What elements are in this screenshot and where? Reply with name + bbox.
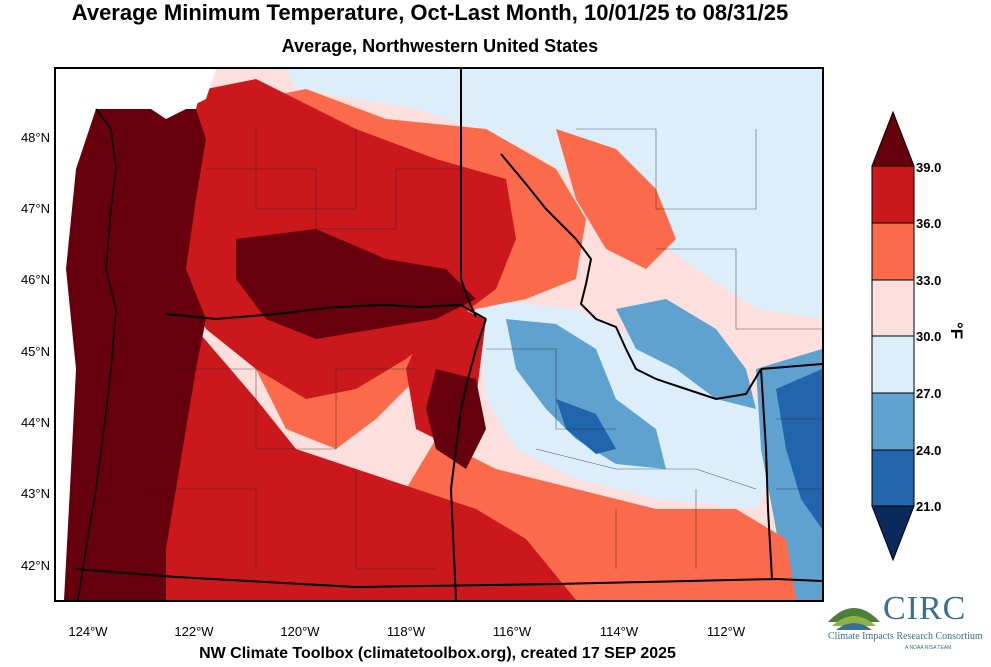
logo-subtitle: Climate Impacts Research Consortium [828,631,983,642]
lat-label-43: 43°N [20,486,50,501]
logo-wordmark: CIRC [883,590,967,627]
logo-tagline: A NOAA RISA TEAM [905,645,952,651]
coldest-region-idaho [556,399,616,454]
colorbar-tick-24: 24.0 [916,443,942,458]
lon-label-122: 122°W [174,624,214,639]
warmest-region-hells-canyon [426,369,486,469]
cool-region-north [286,69,822,319]
colorbar-tick-27: 27.0 [916,386,942,401]
circ-logo-icon [828,608,880,630]
lon-label-112: 112°W [706,624,746,639]
cold-region-idaho [506,319,666,469]
map-footer: NW Climate Toolbox (climatetoolbox.org),… [199,645,676,662]
state-boundaries [75,69,822,600]
county-boundaries [156,128,822,570]
colorbar-band-30-33 [871,279,915,337]
map-subtitle: Average, Northwestern United States [281,36,599,56]
colorbar-tick-39: 39.0 [916,160,942,175]
colorbar-band-27-30 [871,335,915,394]
colorbar-tick-36: 36.0 [916,216,942,231]
colorbar-band-33-36 [871,222,915,281]
colorbar-tick-33: 33.0 [916,273,942,288]
warm-region-southwest [116,329,576,600]
lat-label-45: 45°N [20,344,50,359]
lon-label-114: 114°W [599,624,639,639]
pacific-ocean [56,69,206,600]
temperature-map [56,69,822,600]
lat-label-44: 44°N [20,415,50,430]
colorbar-band-36-39 [871,165,915,224]
colorbar-unit: °F [947,322,966,340]
cold-region-montana [616,299,756,409]
colorbar-min-triangle [871,505,915,562]
warmest-region-coast [56,79,206,600]
colorbar [871,110,915,562]
colorbar-tick-30: 30.0 [916,329,942,344]
colorbar-tick-21: 21.0 [916,499,942,514]
mild-region-montana [556,129,676,269]
lon-label-118: 118°W [386,624,426,639]
lat-label-47: 47°N [20,201,50,216]
colorbar-band-24-27 [871,392,915,451]
map-panel [54,67,824,602]
lon-label-116: 116°W [492,624,532,639]
colorbar-max-triangle [871,110,915,167]
lat-label-42: 42°N [20,558,50,573]
salish-sea [116,69,216,119]
colorbar-band-21-24 [871,449,915,507]
lat-label-46: 46°N [20,272,50,287]
lon-label-124: 124°W [68,624,108,639]
coastline [77,108,117,600]
lat-label-48: 48°N [20,130,50,145]
map-title: Average Minimum Temperature, Oct-Last Mo… [71,0,789,25]
lon-label-120: 120°W [280,624,320,639]
